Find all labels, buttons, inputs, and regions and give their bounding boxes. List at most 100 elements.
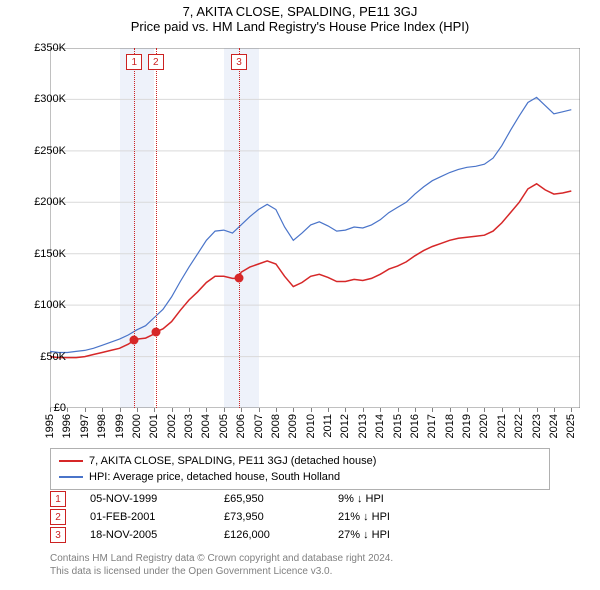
x-tick-label: 2014 <box>374 414 386 438</box>
x-tick <box>50 408 51 412</box>
x-tick <box>398 408 399 412</box>
x-tick <box>276 408 277 412</box>
chart-container: 7, AKITA CLOSE, SPALDING, PE11 3GJ Price… <box>0 0 600 590</box>
sales-row-date: 05-NOV-1999 <box>90 493 200 505</box>
sales-table: 105-NOV-1999£65,9509% ↓ HPI201-FEB-2001£… <box>50 490 550 544</box>
x-tick-label: 2009 <box>287 414 299 438</box>
sales-row-date: 18-NOV-2005 <box>90 529 200 541</box>
x-tick-label: 2023 <box>531 414 543 438</box>
x-tick <box>328 408 329 412</box>
x-tick <box>554 408 555 412</box>
y-tick-label: £150K <box>34 248 66 260</box>
y-tick-label: £250K <box>34 145 66 157</box>
x-tick <box>224 408 225 412</box>
x-tick <box>432 408 433 412</box>
legend-swatch <box>59 460 83 462</box>
footer-line: Contains HM Land Registry data © Crown c… <box>50 552 550 565</box>
title-block: 7, AKITA CLOSE, SPALDING, PE11 3GJ Price… <box>0 0 600 34</box>
x-tick-label: 1997 <box>79 414 91 438</box>
x-tick-label: 2007 <box>253 414 265 438</box>
x-tick-label: 1998 <box>96 414 108 438</box>
x-tick-label: 2020 <box>478 414 490 438</box>
sales-row: 2 01-FEB-2001 £73,950 21% ↓ HPI <box>50 508 550 526</box>
x-tick-label: 2001 <box>148 414 160 438</box>
x-tick <box>206 408 207 412</box>
sale-marker-number: 3 <box>231 54 247 70</box>
x-tick-label: 2000 <box>131 414 143 438</box>
sales-row-delta: 27% ↓ HPI <box>338 529 390 541</box>
x-tick-label: 2010 <box>305 414 317 438</box>
x-tick-label: 1996 <box>61 414 73 438</box>
x-tick <box>450 408 451 412</box>
sale-marker-dot <box>235 274 244 283</box>
sales-row-price: £126,000 <box>224 529 314 541</box>
series-line <box>50 184 571 358</box>
x-tick <box>502 408 503 412</box>
title-address: 7, AKITA CLOSE, SPALDING, PE11 3GJ <box>0 4 600 19</box>
sales-row-delta: 9% ↓ HPI <box>338 493 384 505</box>
x-tick-label: 2016 <box>409 414 421 438</box>
x-tick <box>537 408 538 412</box>
y-tick-label: £200K <box>34 196 66 208</box>
sale-marker-line <box>134 48 135 408</box>
legend-label: HPI: Average price, detached house, Sout… <box>89 471 340 483</box>
y-tick-label: £0 <box>54 402 66 414</box>
legend-swatch <box>59 476 83 478</box>
x-tick-label: 2004 <box>200 414 212 438</box>
x-tick-label: 2025 <box>565 414 577 438</box>
x-tick-label: 2018 <box>444 414 456 438</box>
x-tick-label: 2003 <box>183 414 195 438</box>
sale-marker-number: 1 <box>126 54 142 70</box>
footer-line: This data is licensed under the Open Gov… <box>50 565 550 578</box>
x-tick-label: 2008 <box>270 414 282 438</box>
x-tick-label: 2024 <box>548 414 560 438</box>
y-tick-label: £50K <box>40 351 66 363</box>
sales-row: 105-NOV-1999£65,9509% ↓ HPI <box>50 490 550 508</box>
sales-row-marker: 3 <box>50 527 66 543</box>
x-tick <box>102 408 103 412</box>
y-tick-label: £100K <box>34 299 66 311</box>
x-tick-label: 2015 <box>392 414 404 438</box>
x-tick <box>293 408 294 412</box>
x-tick-label: 2012 <box>339 414 351 438</box>
chart-area: 123 <box>50 48 580 408</box>
x-tick <box>467 408 468 412</box>
sale-marker-line <box>239 48 240 408</box>
sales-row-marker: 1 <box>50 491 66 507</box>
x-tick <box>85 408 86 412</box>
sales-row-marker: 2 <box>50 509 66 525</box>
x-tick-label: 2017 <box>426 414 438 438</box>
x-tick-label: 2002 <box>166 414 178 438</box>
legend-item: HPI: Average price, detached house, Sout… <box>59 469 541 485</box>
y-tick-label: £350K <box>34 42 66 54</box>
x-tick <box>571 408 572 412</box>
series-line <box>50 97 571 352</box>
x-tick-label: 2005 <box>218 414 230 438</box>
x-tick-label: 2021 <box>496 414 508 438</box>
legend-label: 7, AKITA CLOSE, SPALDING, PE11 3GJ (deta… <box>89 455 376 467</box>
x-tick <box>519 408 520 412</box>
sales-row-date: 01-FEB-2001 <box>90 511 200 523</box>
x-tick <box>380 408 381 412</box>
sales-row-delta: 21% ↓ HPI <box>338 511 390 523</box>
x-tick <box>363 408 364 412</box>
x-tick <box>345 408 346 412</box>
sale-marker-dot <box>130 336 139 345</box>
x-tick <box>484 408 485 412</box>
x-tick <box>120 408 121 412</box>
x-tick-label: 2013 <box>357 414 369 438</box>
x-tick-label: 2019 <box>461 414 473 438</box>
sale-marker-line <box>156 48 157 408</box>
x-tick <box>311 408 312 412</box>
x-tick <box>259 408 260 412</box>
legend-item: 7, AKITA CLOSE, SPALDING, PE11 3GJ (deta… <box>59 453 541 469</box>
sales-row-price: £73,950 <box>224 511 314 523</box>
x-tick <box>189 408 190 412</box>
x-tick-label: 2006 <box>235 414 247 438</box>
footer: Contains HM Land Registry data © Crown c… <box>50 552 550 578</box>
x-tick-label: 2022 <box>513 414 525 438</box>
x-tick <box>415 408 416 412</box>
x-tick-label: 2011 <box>322 414 334 438</box>
sales-row: 3 18-NOV-2005 £126,000 27% ↓ HPI <box>50 526 550 544</box>
x-tick <box>172 408 173 412</box>
